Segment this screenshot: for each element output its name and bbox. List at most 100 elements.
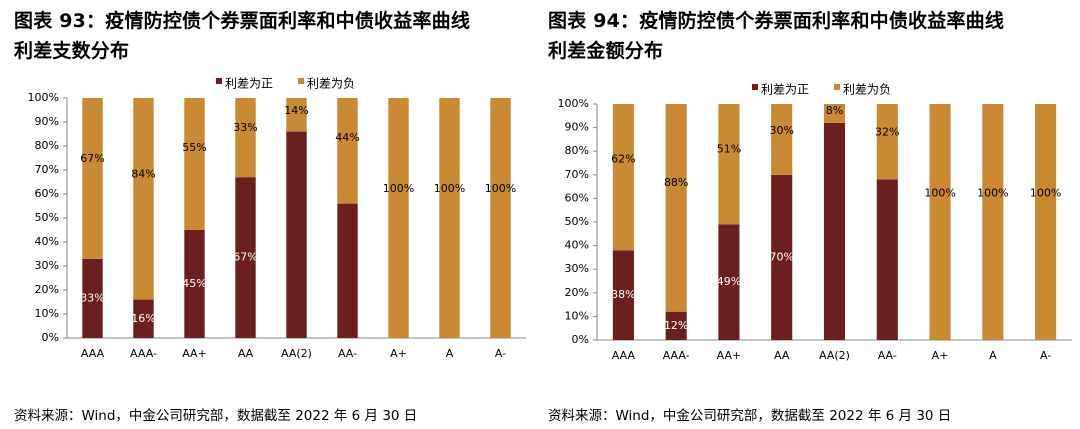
legend-swatch-positive [752, 84, 758, 90]
bar-segment-negative [286, 98, 307, 132]
figure-93: 图表 93：疫情防控债个券票面利率和中债收益率曲线 利差支数分布 利差为正 利差为… [0, 0, 530, 429]
bar-segment-negative [133, 98, 154, 300]
data-label: 100% [485, 182, 516, 195]
legend-label-negative: 利差为负 [843, 83, 891, 97]
y-tick-label: 20% [35, 283, 59, 296]
data-label: 55% [182, 141, 206, 154]
data-label: 38% [611, 288, 635, 301]
x-tick-label: AA+ [182, 347, 207, 360]
y-tick-label: 40% [565, 239, 589, 252]
figure-source: 资料来源：Wind，中金公司研究部，数据截至 2022 年 6 月 30 日 [14, 408, 418, 424]
stacked-bar-chart-count: 利差为正 利差为负 0% 10% 20% 30% 40% 50% 60% 70% 80% 90% 100… [28, 77, 526, 360]
bar-segment-negative [388, 98, 409, 338]
y-tick-label: 50% [35, 211, 59, 224]
x-tick-label: A- [1040, 349, 1051, 362]
data-label: 16% [131, 312, 155, 325]
data-label: 84% [131, 168, 155, 181]
data-label: 33% [80, 291, 104, 304]
bar-segment-positive [337, 203, 358, 338]
legend-label-negative: 利差为负 [307, 77, 355, 91]
data-label: 100% [383, 182, 414, 195]
bar-segment-negative [82, 98, 103, 259]
bar-segment-positive [82, 258, 103, 338]
legend-label-positive: 利差为正 [761, 83, 809, 97]
data-label: 70% [769, 250, 793, 263]
y-tick-label: 80% [35, 139, 59, 152]
figure-title-line2: 利差金额分布 [548, 40, 664, 62]
x-tick-label: AA(2) [281, 347, 312, 360]
x-tick-label: A+ [932, 349, 949, 362]
figure-title-line1: 图表 93：疫情防控债个券票面利率和中债收益率曲线 [14, 10, 471, 32]
x-tick-label: A- [495, 347, 506, 360]
x-tick-label: AA- [338, 347, 357, 360]
y-tick-label: 80% [565, 144, 589, 157]
y-tick-label: 30% [35, 259, 59, 272]
figure-title-line2: 利差支数分布 [14, 40, 130, 62]
y-tick-label: 0% [572, 333, 589, 346]
y-tick-label: 20% [565, 286, 589, 299]
data-label: 100% [977, 187, 1008, 200]
bar-segment-negative [439, 98, 460, 338]
data-label: 100% [1030, 187, 1061, 200]
bar-segment-positive [133, 299, 154, 338]
x-tick-label: AAA [81, 347, 105, 360]
bar-segment-negative [823, 104, 846, 123]
bar-segment-positive [286, 131, 307, 338]
x-tick-label: AAA- [663, 349, 690, 362]
bar-segment-positive [665, 311, 687, 340]
figure-source: 资料来源：Wind，中金公司研究部，数据截至 2022 年 6 月 30 日 [548, 408, 952, 424]
y-tick-label: 50% [565, 215, 589, 228]
x-tick-label: AA [238, 347, 254, 360]
figure-title-line1: 图表 94：疫情防控债个券票面利率和中债收益率曲线 [548, 10, 1005, 32]
data-label: 44% [335, 131, 359, 144]
y-tick-label: 10% [565, 309, 589, 322]
bar-segment-positive [184, 230, 205, 338]
bar-segment-negative [184, 98, 205, 230]
y-tick-label: 60% [35, 187, 59, 200]
bar-segment-negative [929, 104, 951, 340]
bar-segment-positive [876, 179, 898, 340]
data-label: 51% [717, 143, 741, 156]
legend-swatch-negative [298, 78, 304, 84]
y-tick-label: 10% [35, 307, 59, 320]
bar-segment-negative [665, 104, 687, 312]
bar-segment-positive [235, 177, 256, 338]
bar-segment-positive [823, 122, 846, 340]
y-tick-label: 30% [565, 262, 589, 275]
bar-segment-negative [718, 104, 740, 225]
y-tick-label: 70% [35, 163, 59, 176]
x-tick-label: AAA- [130, 347, 157, 360]
data-label: 49% [717, 275, 741, 288]
data-label: 88% [664, 176, 688, 189]
x-tick-label: AA+ [717, 349, 742, 362]
bar-segment-negative [1035, 104, 1057, 340]
bar-segment-positive [612, 250, 634, 340]
data-label: 67% [80, 152, 104, 165]
y-tick-label: 0% [42, 331, 59, 344]
legend-swatch-negative [834, 84, 840, 90]
bar-segment-negative [235, 98, 256, 178]
x-tick-label: A [446, 347, 454, 360]
data-label: 14% [284, 104, 308, 117]
legend-swatch-positive [216, 78, 222, 84]
y-tick-label: 100% [28, 91, 59, 104]
y-tick-label: 90% [565, 121, 589, 134]
y-tick-label: 70% [565, 168, 589, 181]
stacked-bar-chart-amount: 利差为正 利差为负 0% 10% 20% 30% 40% 50% 60% 70% 80% 90% 100… [558, 83, 1072, 362]
data-label: 100% [924, 187, 955, 200]
figure-title: 图表 94：疫情防控债个券票面利率和中债收益率曲线 利差金额分布 [548, 6, 1068, 66]
data-label: 8% [826, 104, 843, 117]
data-label: 45% [182, 277, 206, 290]
data-label: 33% [233, 121, 257, 134]
bar-segment-negative [490, 98, 511, 338]
x-tick-label: AAA [612, 349, 636, 362]
figure-title: 图表 93：疫情防控债个券票面利率和中债收益率曲线 利差支数分布 [14, 6, 534, 66]
bar-segment-positive [718, 224, 740, 340]
y-tick-label: 90% [35, 115, 59, 128]
x-tick-label: A+ [390, 347, 407, 360]
x-tick-label: AA [774, 349, 790, 362]
data-label: 12% [664, 319, 688, 332]
figure-94: 图表 94：疫情防控债个券票面利率和中债收益率曲线 利差金额分布 利差为正 利差为… [548, 0, 1078, 429]
bar-segment-negative [982, 104, 1004, 340]
